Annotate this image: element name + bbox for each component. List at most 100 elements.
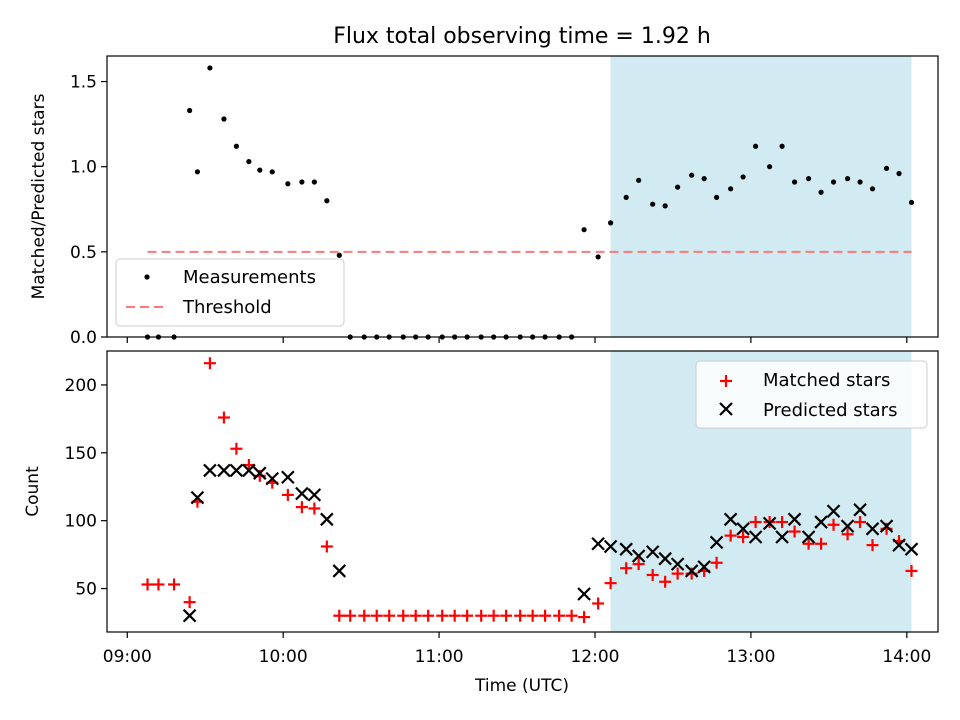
predicted-star-point — [203, 463, 217, 478]
top-legend: Measurements Threshold — [115, 258, 345, 327]
predicted-star-point — [736, 522, 750, 536]
measurement-point — [818, 189, 824, 195]
matched-star-point — [383, 609, 396, 622]
predicted-star-point — [709, 535, 724, 550]
measurement-point — [830, 179, 837, 185]
measurement-point — [623, 194, 629, 200]
predicted-star-point — [865, 522, 880, 536]
predicted-star-point — [723, 512, 738, 527]
y-tick-label: 150 — [65, 444, 97, 464]
matched-star-point — [659, 575, 672, 588]
predicted-star-point — [320, 512, 334, 527]
predicted-star-point-d2 — [229, 463, 244, 478]
measurement-point — [701, 176, 707, 182]
y-tick-label: 1.5 — [70, 73, 97, 93]
predicted-star-point — [307, 488, 322, 502]
predicted-star-point-d2 — [787, 512, 802, 527]
matched-star-point — [500, 609, 513, 622]
predicted-star-point-d2 — [203, 463, 217, 478]
matched-star-point — [183, 596, 196, 609]
predicted-star-point — [775, 530, 789, 544]
matched-star-point — [802, 537, 815, 550]
measurement-point — [311, 179, 317, 185]
predicted-star-point-d2 — [736, 522, 750, 536]
matched-star-point — [281, 488, 294, 501]
predicted-star-point-d2 — [775, 530, 789, 544]
predicted-star-point — [748, 530, 763, 544]
predicted-star-point-d2 — [853, 503, 867, 517]
matched-star-point — [230, 442, 243, 455]
matched-star-point — [514, 609, 527, 622]
predicted-star-point-d2 — [762, 516, 777, 531]
predicted-star-point — [645, 545, 660, 559]
predicted-star-point — [697, 560, 711, 574]
measurement-point — [779, 143, 785, 149]
predicted-star-point — [182, 608, 197, 623]
predicted-star-point — [787, 512, 802, 527]
legend-measurements-label: Measurements — [183, 267, 316, 288]
matched-star-point — [737, 530, 750, 543]
predicted-star-point-d2 — [684, 564, 699, 578]
matched-star-point — [815, 537, 828, 550]
predicted-star-point — [332, 564, 347, 578]
predicted-star-point-d2 — [801, 530, 816, 544]
matched-star-point — [671, 567, 684, 580]
matched-star-point — [632, 558, 645, 571]
matched-star-point — [526, 609, 539, 622]
matched-star-point — [749, 516, 762, 529]
matched-star-point — [370, 609, 383, 622]
matched-star-point — [203, 357, 216, 370]
matched-star-point — [295, 501, 308, 514]
predicted-star-point — [684, 564, 699, 578]
predicted-star-point-d2 — [840, 519, 855, 533]
matched-star-point — [724, 529, 737, 542]
matched-star-point — [539, 609, 552, 622]
predicted-star-point-d2 — [814, 515, 828, 529]
top-axes-frame — [106, 55, 939, 338]
predicted-star-point — [670, 557, 685, 571]
predicted-star-point-d2 — [577, 587, 591, 601]
predicted-star-point — [591, 536, 605, 551]
legend-matched-label: Matched stars — [763, 370, 890, 391]
measurement-point — [883, 165, 890, 171]
measurement-point — [207, 65, 213, 71]
measurement-point — [257, 167, 263, 173]
matched-star-point — [854, 516, 867, 529]
measurement-point — [233, 143, 240, 149]
measurement-point — [896, 170, 902, 177]
predicted-star-point-d2 — [658, 551, 672, 566]
predicted-star-point — [853, 503, 867, 517]
measurement-point — [581, 227, 587, 233]
y-tick-label: 1.0 — [70, 158, 97, 178]
predicted-star-point-d2 — [645, 545, 660, 559]
matched-star-point — [308, 502, 321, 515]
predicted-star-point-d2 — [865, 522, 880, 536]
predicted-star-point-d2 — [892, 538, 906, 552]
matched-star-point — [565, 609, 578, 622]
measurement-point — [336, 252, 342, 258]
matched-star-point — [710, 556, 723, 569]
matched-star-point — [152, 578, 165, 591]
predicted-star-point-d2 — [242, 463, 256, 478]
matched-star-point — [333, 609, 346, 622]
matched-star-point — [620, 562, 633, 575]
top-y-axis-label: Matched/Predicted stars — [29, 93, 49, 299]
top-y-ticks: 0.0 0.5 1.0 1.5 — [70, 73, 107, 348]
matched-star-point — [487, 609, 500, 622]
x-tick-label: 10:00 — [259, 647, 308, 667]
measurement-point — [650, 201, 656, 207]
predicted-star-point-d2 — [182, 608, 197, 623]
measurement-point — [675, 184, 681, 190]
matched-star-point — [422, 609, 435, 622]
top-observing-window-shade — [610, 56, 912, 337]
measurement-point — [728, 186, 734, 192]
measurement-point — [221, 116, 227, 122]
measurement-point — [194, 169, 201, 175]
matched-star-point — [409, 609, 422, 622]
measurement-point — [285, 181, 291, 187]
predicted-star-point-d2 — [332, 564, 347, 578]
predicted-star-point-d2 — [697, 560, 711, 574]
matched-star-point — [841, 528, 854, 541]
x-tick-label: 14:00 — [882, 647, 931, 667]
measurement-point — [869, 186, 876, 192]
